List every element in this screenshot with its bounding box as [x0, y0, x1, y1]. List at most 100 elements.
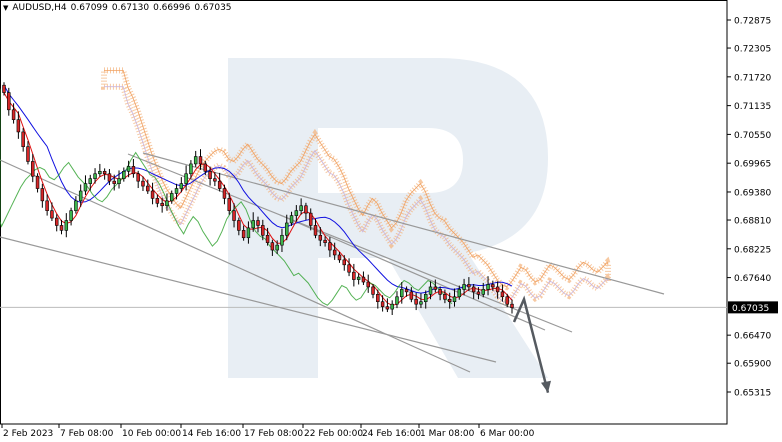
y-tick-label: 0.72875 — [734, 17, 771, 27]
candle-body — [222, 188, 227, 199]
candle-body — [150, 190, 155, 199]
candle-body — [261, 225, 265, 236]
trend-line — [0, 159, 471, 373]
candle-body — [400, 289, 404, 298]
candle-body — [342, 259, 347, 266]
candle-body — [419, 301, 423, 305]
candle-body — [241, 230, 246, 239]
candle-body — [366, 281, 370, 288]
candle-body — [50, 210, 54, 219]
candle-body — [88, 178, 93, 184]
candle-body — [117, 178, 121, 184]
candle-body — [462, 284, 466, 290]
candle-body — [98, 171, 102, 175]
candle-body — [510, 303, 514, 308]
candle-body — [409, 291, 414, 300]
low-price: 0.66996 — [153, 3, 191, 13]
forecast-arrowhead — [541, 380, 551, 393]
candle-body — [361, 276, 366, 283]
candle-body — [491, 284, 495, 288]
candle-body — [83, 183, 88, 192]
candle-body — [285, 222, 289, 236]
candle-body — [54, 217, 59, 226]
trend-line — [142, 152, 665, 295]
candle-body — [26, 146, 30, 162]
current-price-box — [728, 301, 778, 314]
candle-body — [280, 234, 284, 246]
candle-body — [16, 119, 21, 133]
candle-body — [193, 156, 198, 165]
dropdown-triangle-icon[interactable]: ▼ — [3, 4, 9, 12]
candle-body — [457, 289, 462, 298]
y-tick-label: 0.72305 — [734, 45, 771, 55]
y-tick-label: 0.71135 — [734, 102, 771, 112]
candle-body — [74, 200, 78, 211]
candle-body — [289, 215, 294, 224]
candle-body — [112, 180, 116, 184]
candle-body — [246, 227, 251, 239]
x-tick-label: 17 Feb 08:00 — [244, 429, 303, 439]
senkou-span-b — [104, 86, 609, 304]
candle-body — [380, 301, 385, 307]
candle-body — [45, 200, 49, 211]
y-tick-label: 0.68810 — [734, 217, 771, 227]
candle-body — [299, 205, 303, 211]
chart-header: ▼ AUDUSD,H4 0.67099 0.67130 0.66996 0.67… — [3, 3, 232, 13]
candle-body — [93, 173, 97, 179]
candle-body — [217, 180, 222, 189]
candle-body — [294, 210, 299, 216]
candle-body — [126, 166, 131, 172]
candle-body — [141, 180, 145, 187]
candle-body — [213, 178, 217, 182]
candle-body — [78, 190, 83, 202]
candle-body — [11, 109, 16, 120]
candle-body — [251, 220, 255, 229]
candle-body — [227, 198, 231, 211]
trend-line — [279, 214, 546, 331]
y-tick-label: 0.69965 — [734, 160, 771, 170]
candle-body — [208, 171, 212, 179]
close-price: 0.67035 — [194, 3, 232, 13]
candle-body — [169, 193, 174, 202]
candle-body — [447, 298, 452, 303]
candle-body — [390, 303, 394, 310]
candle-body — [165, 200, 169, 207]
symbol-label: AUDUSD,H4 — [12, 3, 67, 13]
candle-body — [308, 212, 313, 226]
candle-body — [275, 244, 279, 251]
x-tick-label: 7 Feb 08:00 — [60, 429, 114, 439]
candle-body — [184, 173, 188, 184]
candle-body — [414, 298, 418, 305]
candle-body — [428, 286, 433, 295]
candle-body — [495, 286, 500, 293]
candle-body — [155, 198, 160, 204]
candle-body — [471, 286, 476, 293]
y-tick-label: 0.69380 — [734, 188, 771, 198]
candle-body — [318, 234, 323, 241]
candle-body — [7, 92, 11, 111]
candle-body — [313, 225, 318, 236]
candle-body — [486, 284, 490, 290]
candle-body — [433, 286, 438, 290]
candle-body — [232, 210, 236, 221]
candle-body — [40, 188, 45, 202]
candle-body — [481, 289, 485, 295]
candle-body — [423, 294, 428, 303]
candle-body — [337, 254, 342, 261]
y-tick-label: 0.65315 — [734, 389, 771, 399]
candle-body — [452, 296, 457, 303]
watermark-logo — [228, 58, 548, 378]
high-price: 0.67130 — [111, 3, 150, 13]
candle-body — [203, 163, 208, 172]
trend-line — [0, 236, 497, 363]
y-tick-label: 0.71720 — [734, 73, 771, 83]
candle-body — [174, 188, 179, 194]
y-tick-label: 0.70550 — [734, 131, 771, 141]
senkou-span-a — [104, 70, 609, 288]
x-tick-label: 24 Feb 16:00 — [362, 429, 421, 439]
candle-body — [443, 294, 447, 300]
y-tick-label: 0.65900 — [734, 360, 771, 370]
y-tick-label: 0.67640 — [734, 274, 771, 284]
candle-body — [64, 220, 69, 231]
